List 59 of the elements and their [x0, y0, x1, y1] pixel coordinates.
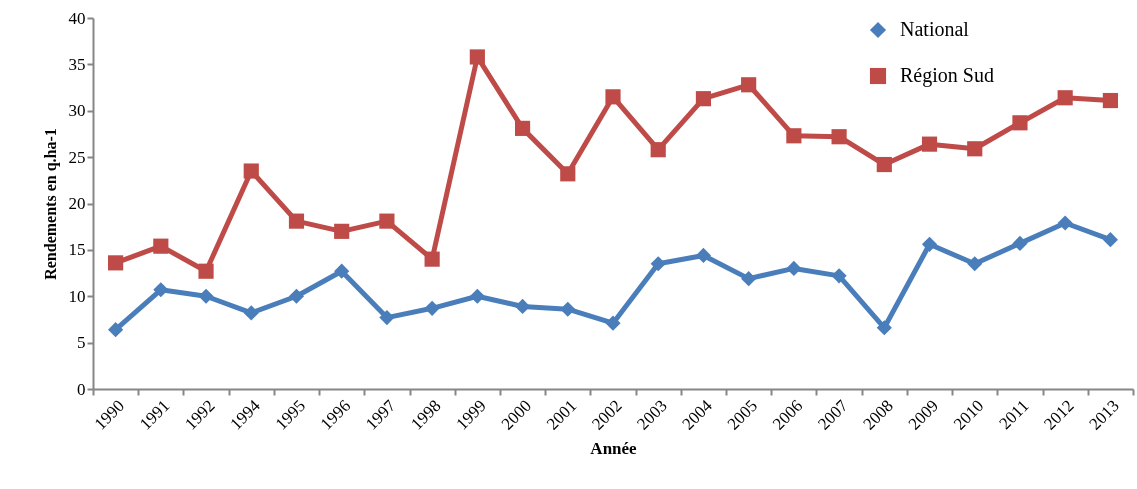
point: [921, 236, 938, 252]
point: [1057, 90, 1073, 106]
point: [695, 91, 712, 107]
point: [288, 213, 305, 229]
point: [605, 315, 621, 331]
point: [650, 142, 666, 158]
y-axis-title: Rendements en q.ha-1: [41, 128, 60, 280]
point: [876, 156, 892, 173]
y-tick-label: 40: [68, 8, 86, 28]
point: [243, 163, 259, 179]
point: [424, 251, 440, 267]
point: [605, 89, 621, 105]
point: [967, 256, 983, 272]
legend-label: Région Sud: [900, 64, 994, 87]
point: [786, 260, 802, 277]
y-tick-label: 0: [77, 379, 86, 399]
point: [334, 223, 350, 239]
point: [921, 136, 938, 152]
point: [108, 255, 124, 271]
point: [153, 282, 169, 298]
point: [560, 166, 576, 182]
point: [288, 288, 305, 304]
point: [514, 298, 531, 315]
point: [379, 213, 395, 229]
point: [1012, 115, 1028, 131]
point: [198, 288, 214, 304]
y-tick-label: 20: [68, 194, 86, 213]
point: [424, 300, 440, 316]
y-tick-label: 5: [77, 333, 86, 353]
point: [198, 263, 214, 279]
point: [1102, 92, 1118, 109]
point: [741, 77, 757, 93]
y-tick-label: 35: [68, 54, 86, 74]
x-axis-title: Année: [590, 438, 638, 458]
y-tick-label: 30: [68, 101, 86, 121]
point: [469, 288, 485, 304]
point: [650, 256, 666, 272]
point: [1012, 235, 1028, 251]
point: [967, 141, 983, 157]
point: [243, 305, 259, 321]
point: [108, 322, 124, 338]
point: [786, 128, 802, 144]
point: [1057, 215, 1073, 231]
point: [153, 238, 169, 254]
y-tick-label: 10: [68, 286, 86, 306]
point: [695, 247, 712, 264]
point: [379, 310, 395, 326]
point: [514, 120, 531, 136]
point: [876, 320, 892, 336]
point: [831, 129, 847, 145]
y-tick-label: 15: [68, 240, 86, 260]
point: [1102, 232, 1118, 248]
point: [334, 263, 350, 279]
point: [741, 271, 757, 287]
point: [469, 49, 485, 65]
point: [560, 301, 576, 317]
point: [831, 268, 847, 284]
legend-label: National: [900, 18, 970, 40]
y-tick-label: 25: [68, 147, 86, 167]
